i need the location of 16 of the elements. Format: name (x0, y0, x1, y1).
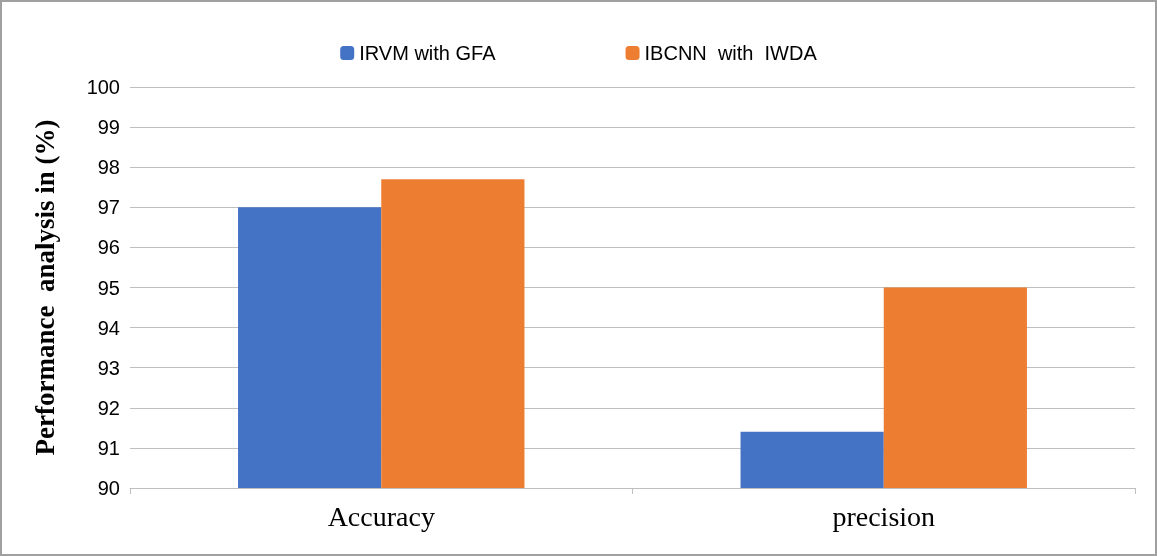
y-tick-label: 96 (97, 236, 120, 259)
y-axis-title: Performance analysis in (%) (29, 119, 60, 456)
y-tick-label: 100 (86, 76, 120, 98)
y-tick-label: 95 (97, 276, 120, 299)
y-tick-label: 94 (97, 316, 120, 339)
y-tick-label: 97 (97, 196, 120, 219)
y-tick-label: 91 (97, 436, 120, 459)
x-tick-label: Accuracy (327, 500, 435, 532)
y-tick-label: 90 (97, 477, 120, 499)
y-tick-label: 92 (97, 396, 120, 419)
legend-label: IRVM with GFA (359, 42, 497, 64)
y-tick-label: 99 (97, 116, 120, 139)
y-tick-label: 98 (97, 156, 120, 179)
x-tick-label: precision (832, 500, 936, 532)
legend-label: IBCNN with IWDA (644, 42, 818, 64)
y-tick-label: 93 (97, 356, 120, 379)
